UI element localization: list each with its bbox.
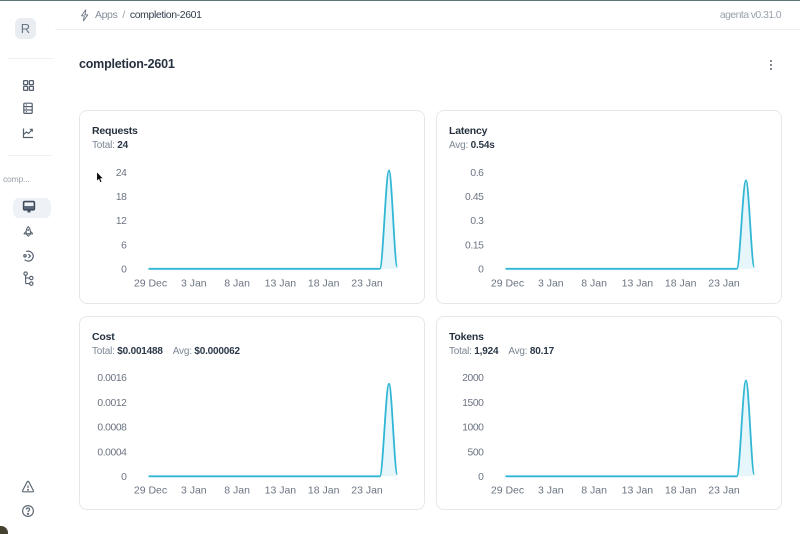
svg-text:18 Jan: 18 Jan <box>308 485 340 497</box>
svg-text:3 Jan: 3 Jan <box>181 485 207 497</box>
svg-text:23 Jan: 23 Jan <box>351 277 383 289</box>
svg-text:18 Jan: 18 Jan <box>665 277 697 289</box>
svg-text:3 Jan: 3 Jan <box>181 277 207 289</box>
svg-text:12: 12 <box>116 216 127 227</box>
svg-text:8 Jan: 8 Jan <box>224 277 250 289</box>
svg-text:13 Jan: 13 Jan <box>265 277 297 289</box>
svg-text:0.45: 0.45 <box>465 192 484 203</box>
svg-text:29 Dec: 29 Dec <box>491 485 524 497</box>
svg-text:8 Jan: 8 Jan <box>581 485 607 497</box>
svg-text:3 Jan: 3 Jan <box>538 277 564 289</box>
svg-text:0: 0 <box>478 265 484 276</box>
svg-text:18 Jan: 18 Jan <box>665 485 697 497</box>
svg-text:8 Jan: 8 Jan <box>224 485 250 497</box>
svg-text:23 Jan: 23 Jan <box>351 485 383 497</box>
svg-text:3 Jan: 3 Jan <box>538 485 564 497</box>
svg-text:8 Jan: 8 Jan <box>581 277 607 289</box>
svg-text:6: 6 <box>121 240 127 251</box>
svg-text:0.15: 0.15 <box>465 240 484 251</box>
svg-text:13 Jan: 13 Jan <box>265 485 297 497</box>
svg-text:18: 18 <box>116 192 127 203</box>
svg-text:0: 0 <box>478 472 484 483</box>
svg-text:0.0012: 0.0012 <box>97 398 127 409</box>
svg-text:0: 0 <box>121 265 127 276</box>
svg-text:29 Dec: 29 Dec <box>134 485 167 497</box>
svg-text:29 Dec: 29 Dec <box>491 277 524 289</box>
svg-text:0.0004: 0.0004 <box>97 447 127 458</box>
svg-text:0.0008: 0.0008 <box>97 423 127 434</box>
svg-text:0: 0 <box>121 472 127 483</box>
svg-text:13 Jan: 13 Jan <box>622 277 654 289</box>
svg-text:1000: 1000 <box>462 423 484 434</box>
svg-text:500: 500 <box>468 447 485 458</box>
svg-text:13 Jan: 13 Jan <box>622 485 654 497</box>
svg-text:23 Jan: 23 Jan <box>708 485 740 497</box>
svg-text:1500: 1500 <box>462 398 484 409</box>
svg-text:29 Dec: 29 Dec <box>134 277 167 289</box>
svg-text:24: 24 <box>116 168 127 179</box>
svg-text:23 Jan: 23 Jan <box>708 277 740 289</box>
svg-text:0.3: 0.3 <box>470 216 484 227</box>
svg-text:2000: 2000 <box>462 373 484 384</box>
svg-text:0.6: 0.6 <box>470 168 484 179</box>
svg-text:18 Jan: 18 Jan <box>308 277 340 289</box>
svg-text:0.0016: 0.0016 <box>97 373 127 384</box>
